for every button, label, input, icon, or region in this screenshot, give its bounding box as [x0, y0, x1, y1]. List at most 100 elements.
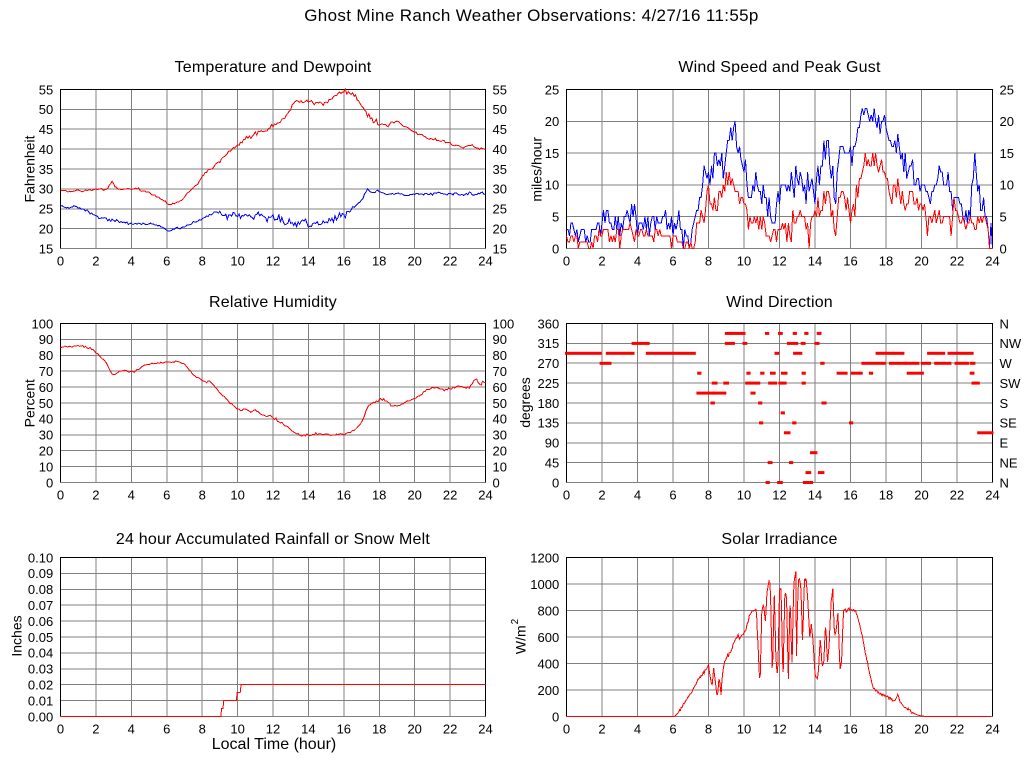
svg-text:4: 4	[634, 488, 641, 503]
svg-text:18: 18	[372, 722, 386, 737]
svg-text:12: 12	[772, 254, 786, 269]
svg-text:25: 25	[1000, 82, 1014, 97]
svg-text:35: 35	[493, 162, 507, 177]
svg-text:S: S	[1000, 396, 1009, 411]
svg-text:Fahrenheit: Fahrenheit	[21, 135, 37, 202]
svg-text:0: 0	[563, 488, 570, 503]
svg-text:225: 225	[537, 376, 559, 391]
svg-text:6: 6	[669, 254, 676, 269]
svg-text:55: 55	[493, 82, 507, 97]
svg-text:90: 90	[493, 332, 507, 347]
svg-text:1200: 1200	[530, 550, 559, 565]
svg-text:Solar Irradiance: Solar Irradiance	[721, 531, 837, 548]
svg-text:4: 4	[128, 488, 135, 503]
svg-text:0: 0	[1000, 241, 1007, 256]
svg-text:25: 25	[545, 82, 559, 97]
svg-text:16: 16	[337, 254, 351, 269]
svg-text:30: 30	[39, 428, 53, 443]
svg-text:E: E	[1000, 436, 1009, 451]
svg-text:20: 20	[493, 221, 507, 236]
svg-text:30: 30	[493, 428, 507, 443]
svg-text:24: 24	[478, 254, 492, 269]
svg-text:400: 400	[537, 656, 559, 671]
svg-text:SW: SW	[1000, 376, 1022, 391]
svg-text:6: 6	[163, 722, 170, 737]
svg-text:600: 600	[537, 630, 559, 645]
svg-text:100: 100	[493, 316, 515, 331]
svg-text:24: 24	[985, 488, 999, 503]
svg-text:15: 15	[493, 241, 507, 256]
svg-text:6: 6	[163, 254, 170, 269]
svg-text:180: 180	[537, 396, 559, 411]
svg-text:0: 0	[493, 475, 500, 490]
svg-text:10: 10	[230, 722, 244, 737]
svg-text:16: 16	[337, 722, 351, 737]
svg-text:45: 45	[493, 122, 507, 137]
svg-text:20: 20	[407, 722, 421, 737]
svg-text:N: N	[1000, 316, 1009, 331]
svg-text:40: 40	[493, 142, 507, 157]
svg-text:W/m: W/m	[512, 625, 528, 654]
svg-text:0.01: 0.01	[28, 693, 53, 708]
svg-text:N: N	[1000, 475, 1009, 490]
svg-text:Relative Humidity: Relative Humidity	[209, 294, 337, 311]
svg-text:35: 35	[39, 162, 53, 177]
svg-text:0.05: 0.05	[28, 630, 53, 645]
svg-text:16: 16	[843, 254, 857, 269]
svg-text:16: 16	[843, 722, 857, 737]
svg-text:Temperature and Dewpoint: Temperature and Dewpoint	[175, 59, 372, 76]
svg-text:degrees: degrees	[517, 377, 533, 428]
svg-text:15: 15	[1000, 146, 1014, 161]
svg-text:0: 0	[563, 722, 570, 737]
svg-text:6: 6	[163, 488, 170, 503]
svg-text:0.07: 0.07	[28, 598, 53, 613]
svg-text:NW: NW	[1000, 336, 1022, 351]
svg-text:10: 10	[1000, 178, 1014, 193]
svg-text:4: 4	[634, 254, 641, 269]
svg-text:Ghost Mine Ranch Weather Obser: Ghost Mine Ranch Weather Observations: 4…	[304, 6, 759, 25]
svg-text:22: 22	[443, 254, 457, 269]
svg-text:70: 70	[493, 364, 507, 379]
svg-text:8: 8	[199, 488, 206, 503]
svg-text:18: 18	[372, 488, 386, 503]
svg-text:25: 25	[493, 202, 507, 217]
svg-text:18: 18	[879, 722, 893, 737]
svg-text:135: 135	[537, 416, 559, 431]
svg-text:Wind Direction: Wind Direction	[726, 294, 833, 311]
svg-text:24: 24	[985, 722, 999, 737]
svg-text:NE: NE	[1000, 455, 1018, 470]
svg-text:200: 200	[537, 683, 559, 698]
svg-text:360: 360	[537, 316, 559, 331]
svg-text:2: 2	[92, 722, 99, 737]
svg-text:30: 30	[39, 182, 53, 197]
svg-text:0: 0	[552, 709, 559, 724]
svg-text:50: 50	[493, 396, 507, 411]
svg-text:80: 80	[39, 348, 53, 363]
svg-text:14: 14	[808, 488, 822, 503]
svg-text:0.04: 0.04	[28, 646, 53, 661]
svg-text:40: 40	[493, 412, 507, 427]
svg-text:40: 40	[39, 412, 53, 427]
svg-text:22: 22	[443, 488, 457, 503]
svg-text:22: 22	[950, 722, 964, 737]
svg-text:18: 18	[372, 254, 386, 269]
svg-text:Local Time (hour): Local Time (hour)	[212, 736, 337, 753]
svg-text:1000: 1000	[530, 577, 559, 592]
svg-text:80: 80	[493, 348, 507, 363]
svg-text:Inches: Inches	[9, 615, 25, 656]
svg-text:10: 10	[545, 178, 559, 193]
svg-text:miles/hour: miles/hour	[529, 137, 545, 202]
svg-text:2: 2	[598, 254, 605, 269]
svg-text:90: 90	[545, 436, 559, 451]
svg-text:20: 20	[493, 444, 507, 459]
svg-text:2: 2	[598, 488, 605, 503]
svg-text:8: 8	[705, 722, 712, 737]
svg-text:0: 0	[563, 254, 570, 269]
svg-text:50: 50	[39, 102, 53, 117]
svg-text:22: 22	[950, 488, 964, 503]
svg-text:10: 10	[493, 459, 507, 474]
svg-text:12: 12	[772, 488, 786, 503]
svg-text:22: 22	[950, 254, 964, 269]
svg-text:60: 60	[493, 380, 507, 395]
svg-text:24: 24	[985, 254, 999, 269]
